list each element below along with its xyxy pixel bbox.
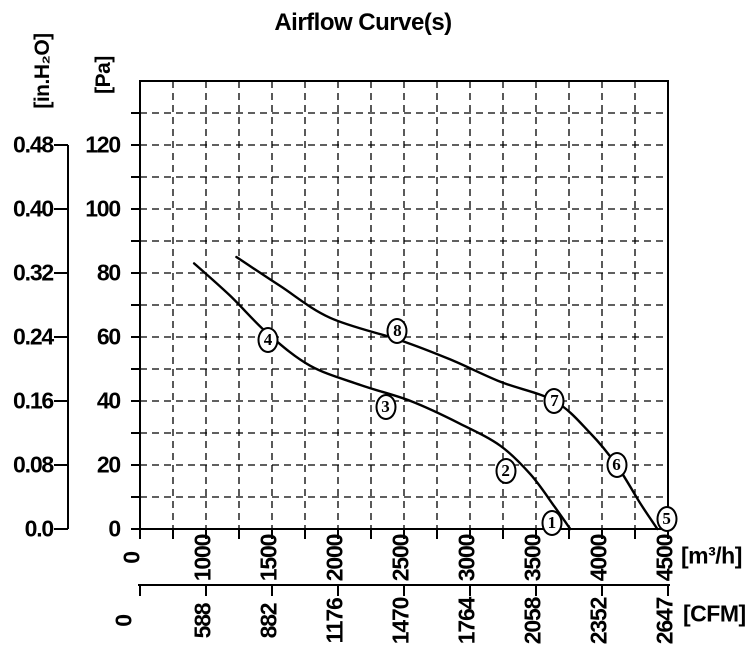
performance-curves [192,255,659,531]
m3h-tick-4500: 4500 [651,534,678,582]
curve-badge-7: 7 [543,388,565,414]
curve-badge-1: 1 [541,509,563,536]
chart-title: Airflow Curve(s) [274,9,452,36]
cfm-tick-882: 882 [255,603,282,639]
inh2o-axis-line [54,144,69,530]
curve-badge-5: 5 [656,506,678,533]
curve-5-6-7-8 [235,255,659,531]
cfm-tick-1176: 1176 [321,598,348,644]
m3h-axis-title: [m³/h] [681,542,742,569]
curve-1-2-3-4 [192,262,572,531]
m3h-tick-3000: 3000 [453,534,480,582]
m3h-tick-0: 0 [118,552,145,564]
cfm-tick-588: 588 [189,603,216,639]
plot-border [139,80,669,530]
cfm-axis-line [138,584,670,596]
pa-tick-80: 80 [96,259,121,286]
cfm-tick-1764: 1764 [453,597,480,645]
inh2o-tick-0.16: 0.16 [13,387,54,414]
inh2o-tick-0.24: 0.24 [13,323,54,350]
curve-badge-2: 2 [495,458,517,485]
m3h-tick-4000: 4000 [585,534,612,582]
pa-tick-100: 100 [85,195,121,222]
cfm-tick-2647: 2647 [651,597,678,645]
inh2o-tick-0.32: 0.32 [13,259,54,286]
cfm-tick-0: 0 [110,615,137,627]
pa-tick-120: 120 [85,131,121,158]
cfm-tick-1470: 1470 [387,597,414,645]
pa-tick-60: 60 [96,323,121,350]
pa-tick-20: 20 [96,451,121,478]
inh2o-tick-0.08: 0.08 [13,451,54,478]
grid-lines [140,81,668,529]
axis-tick-marks [131,112,669,539]
m3h-tick-1500: 1500 [255,534,282,582]
curve-badge-8: 8 [386,317,408,344]
pa-tick-0: 0 [108,515,121,542]
m3h-tick-3500: 3500 [519,534,546,582]
inh2o-tick-0.48: 0.48 [13,131,54,158]
curve-badge-4: 4 [257,327,279,354]
m3h-tick-2500: 2500 [387,534,414,582]
inh2o-tick-0.40: 0.40 [13,195,54,222]
curve-badge-3: 3 [375,394,397,421]
pa-tick-40: 40 [96,387,121,414]
cfm-axis-title: [CFM] [683,600,746,627]
cfm-tick-2058: 2058 [519,597,546,645]
inh2o-tick-0.0: 0.0 [24,515,55,542]
curve-badge-6: 6 [606,452,628,478]
cfm-tick-2352: 2352 [585,597,612,645]
m3h-tick-2000: 2000 [321,534,348,582]
m3h-tick-1000: 1000 [189,534,216,582]
